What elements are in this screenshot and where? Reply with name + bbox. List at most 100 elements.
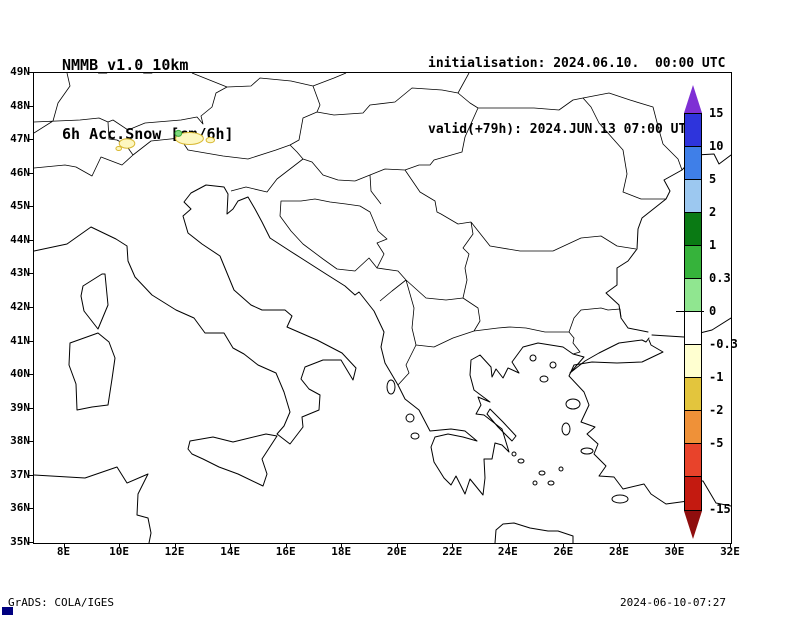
island bbox=[511, 451, 517, 457]
plot-time-block: initialisation: 2024.06.10. 00:00 UTC va… bbox=[428, 9, 725, 163]
colorbar-tick-label: -5 bbox=[709, 436, 724, 450]
lat-tick-mark bbox=[28, 340, 33, 342]
lat-tick-mark bbox=[28, 508, 33, 510]
lon-tick-mark bbox=[174, 543, 176, 548]
borders-east-europe bbox=[369, 92, 683, 299]
coast-euboea bbox=[486, 408, 517, 442]
colorbar-tick-label: 2 bbox=[709, 205, 717, 219]
lon-tick-label: 10E bbox=[109, 545, 130, 558]
lon-tick-mark bbox=[63, 543, 65, 548]
coast-corsica bbox=[80, 273, 109, 330]
model-name: NMMB_v1.0_10km bbox=[62, 56, 189, 74]
country-borders bbox=[34, 73, 683, 386]
lat-tick-mark bbox=[28, 273, 33, 275]
snow-spot bbox=[174, 129, 183, 137]
lon-tick-mark bbox=[285, 543, 287, 548]
lat-tick-label: 47N bbox=[10, 132, 30, 146]
island bbox=[561, 422, 571, 436]
colorbar-band bbox=[685, 444, 701, 477]
colorbar-tick-label: 10 bbox=[709, 139, 724, 153]
lon-tick-mark bbox=[452, 543, 454, 548]
colorbar-top-arrow bbox=[684, 85, 702, 113]
lon-tick-label: 32E bbox=[720, 545, 740, 558]
island bbox=[410, 432, 420, 440]
island bbox=[386, 379, 396, 395]
lat-tick-label: 37N bbox=[10, 467, 30, 481]
island bbox=[532, 480, 538, 486]
coast-sardinia bbox=[68, 332, 116, 411]
colorbar-band bbox=[685, 477, 701, 510]
lat-tick-label: 46N bbox=[10, 165, 30, 179]
lat-tick-mark bbox=[28, 172, 33, 174]
colorbar-band bbox=[685, 147, 701, 180]
colorbar-zero-line bbox=[676, 311, 704, 312]
lat-tick-label: 42N bbox=[10, 300, 30, 313]
colorbar-bottom-arrow bbox=[684, 511, 702, 539]
snow-spot bbox=[175, 132, 204, 145]
snow-spot bbox=[115, 146, 122, 151]
island bbox=[558, 466, 564, 472]
lon-tick-label: 16E bbox=[275, 545, 296, 558]
lat-tick-mark bbox=[28, 474, 33, 476]
island bbox=[565, 398, 581, 410]
lat-tick-label: 49N bbox=[10, 65, 30, 78]
colorbar-tick-label: 0 bbox=[709, 304, 717, 318]
lon-tick-mark bbox=[396, 543, 398, 548]
lon-tick-label: 12E bbox=[164, 545, 185, 558]
colorbar-tick-label: -1 bbox=[709, 370, 724, 384]
island bbox=[547, 480, 555, 486]
borders-central-europe bbox=[34, 73, 479, 193]
lon-tick-label: 30E bbox=[664, 545, 685, 558]
valid-time-label: valid(+79h): 2024.JUN.13 07:00 UTC bbox=[428, 122, 695, 137]
colorbar-band bbox=[685, 246, 701, 279]
island bbox=[611, 494, 629, 504]
colorbar-band bbox=[685, 378, 701, 411]
grads-logo bbox=[2, 607, 13, 615]
lon-tick-mark bbox=[618, 543, 620, 548]
colorbar-tick-label: 0.3 bbox=[709, 271, 731, 285]
lat-tick-mark bbox=[28, 105, 33, 107]
lat-tick-mark bbox=[28, 72, 33, 73]
colorbar-band bbox=[685, 345, 701, 378]
lat-tick-mark bbox=[28, 407, 33, 409]
lat-tick-label: 41N bbox=[10, 333, 30, 347]
colorbar-tick-label: -2 bbox=[709, 403, 724, 417]
island bbox=[529, 354, 537, 362]
map-svg bbox=[34, 73, 731, 543]
lat-tick-mark bbox=[28, 374, 33, 376]
lon-tick-label: 14E bbox=[220, 545, 241, 558]
island bbox=[517, 458, 525, 464]
creation-timestamp: 2024-06-10-07:27 bbox=[620, 596, 726, 609]
snow-accumulation-layer bbox=[115, 129, 216, 151]
island bbox=[539, 375, 549, 383]
lat-tick-label: 44N bbox=[10, 232, 30, 246]
colorbar-band bbox=[685, 180, 701, 213]
colorbar-tick-label: 15 bbox=[709, 106, 724, 120]
lat-tick-label: 36N bbox=[10, 501, 30, 515]
lat-tick-mark bbox=[28, 441, 33, 443]
lon-tick-mark bbox=[507, 543, 509, 548]
coast-sicily bbox=[187, 433, 278, 487]
lat-tick-mark bbox=[28, 542, 33, 543]
colorbar-tick-label: 1 bbox=[709, 238, 717, 252]
island bbox=[580, 447, 594, 455]
lon-tick-mark bbox=[119, 543, 121, 548]
coast-italy-adriatic-greece bbox=[34, 184, 650, 496]
lon-tick-label: 22E bbox=[442, 545, 463, 558]
colorbar-band bbox=[685, 411, 701, 444]
init-time-label: initialisation: 2024.06.10. 00:00 UTC bbox=[428, 56, 726, 71]
lon-tick-mark bbox=[674, 543, 676, 548]
map-frame bbox=[33, 72, 732, 544]
colorbar-bands bbox=[684, 113, 702, 511]
colorbar-band bbox=[685, 279, 701, 312]
lat-tick-label: 39N bbox=[10, 400, 30, 414]
lat-tick-mark bbox=[28, 307, 33, 308]
colorbar-tick-label: -15 bbox=[709, 502, 731, 516]
island bbox=[538, 470, 546, 476]
lon-tick-label: 20E bbox=[386, 545, 407, 558]
coast-crete bbox=[494, 522, 574, 543]
borders-balkans bbox=[279, 198, 622, 386]
lon-tick-label: 8E bbox=[56, 545, 71, 558]
island bbox=[549, 361, 557, 369]
lon-tick-label: 28E bbox=[608, 545, 629, 558]
